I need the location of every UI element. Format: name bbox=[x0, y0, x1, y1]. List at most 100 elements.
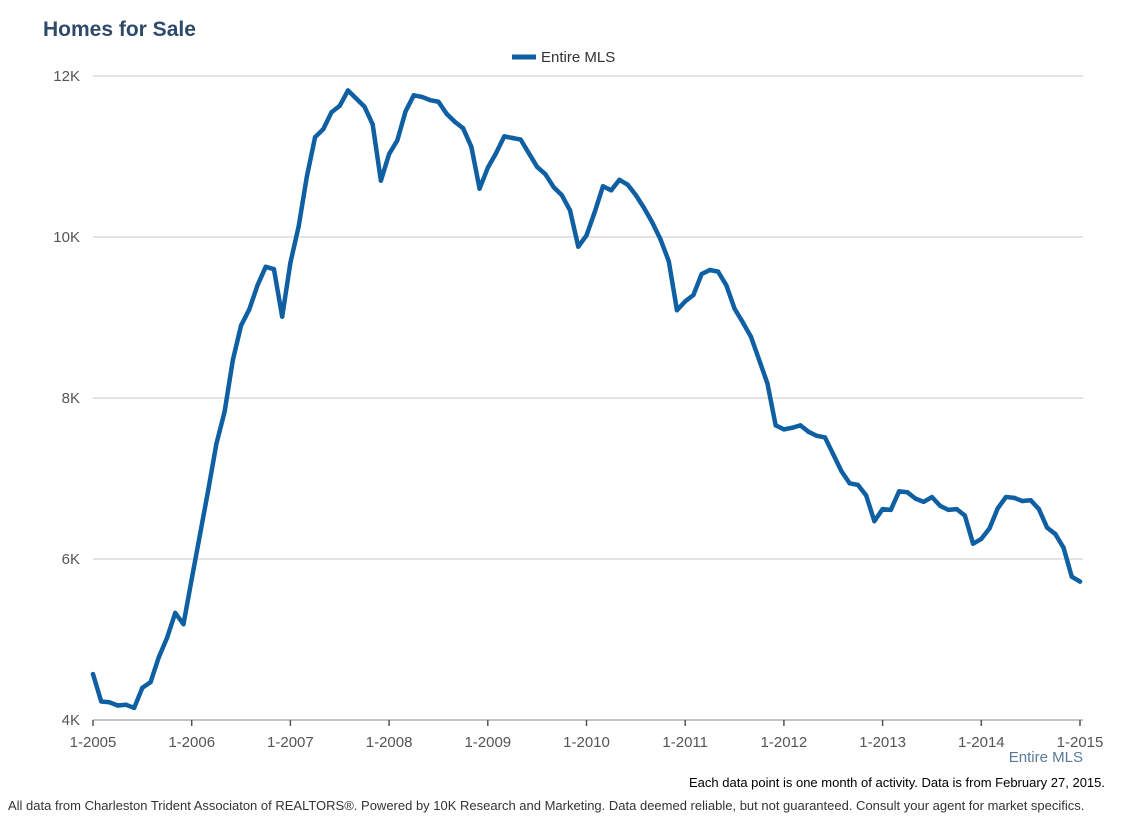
data-point bbox=[337, 103, 342, 108]
data-point bbox=[608, 188, 614, 193]
data-point bbox=[831, 452, 836, 457]
data-point bbox=[954, 506, 959, 512]
data-point bbox=[222, 409, 227, 414]
data-point bbox=[214, 441, 219, 447]
data-point bbox=[732, 306, 737, 311]
data-point bbox=[148, 679, 153, 685]
data-point bbox=[288, 260, 293, 265]
data-point bbox=[740, 320, 745, 325]
x-tick-label: 1-2012 bbox=[761, 734, 808, 751]
data-point bbox=[502, 134, 507, 139]
data-point bbox=[641, 205, 647, 211]
data-point bbox=[140, 685, 145, 690]
x-tick-label: 1-2011 bbox=[662, 734, 708, 751]
data-point bbox=[131, 705, 137, 711]
data-point bbox=[765, 381, 770, 386]
data-point bbox=[1012, 495, 1017, 501]
data-point bbox=[321, 126, 326, 132]
data-point bbox=[436, 99, 441, 104]
data-point bbox=[1036, 506, 1042, 512]
data-point bbox=[189, 576, 194, 582]
data-point bbox=[847, 481, 852, 486]
data-point bbox=[798, 423, 803, 428]
data-point bbox=[164, 635, 170, 641]
x-axis: 1-2005 1-2006 1-2007 1-2008 1-2009 1-2010 1-20… bbox=[70, 719, 1103, 751]
data-point bbox=[238, 323, 244, 328]
data-point bbox=[789, 425, 795, 430]
data-point bbox=[419, 94, 425, 100]
footer-disclaimer: All data from Charleston Trident Associa… bbox=[8, 798, 1085, 813]
data-point bbox=[181, 622, 186, 627]
data-point bbox=[748, 334, 754, 340]
data-point bbox=[156, 655, 161, 660]
data-point bbox=[584, 233, 589, 238]
y-tick-label: 10K bbox=[53, 229, 80, 246]
data-point bbox=[304, 174, 310, 179]
data-point bbox=[872, 518, 877, 524]
data-point bbox=[658, 237, 663, 242]
data-point bbox=[296, 224, 301, 229]
y-tick-label: 6K bbox=[62, 551, 80, 568]
data-point bbox=[666, 258, 671, 264]
data-point bbox=[1077, 579, 1083, 584]
data-point bbox=[1020, 498, 1025, 504]
data-point bbox=[510, 135, 515, 141]
data-point bbox=[345, 88, 351, 93]
data-point bbox=[452, 119, 458, 125]
data-point bbox=[460, 126, 466, 131]
data-point bbox=[279, 314, 285, 319]
data-point bbox=[477, 186, 482, 191]
data-point bbox=[987, 526, 992, 531]
data-point bbox=[263, 264, 268, 269]
data-point bbox=[197, 532, 203, 538]
data-point bbox=[386, 151, 392, 157]
x-tick-label: 1-2009 bbox=[464, 734, 511, 751]
series-label: Entire MLS bbox=[1008, 749, 1083, 766]
data-point bbox=[806, 429, 811, 435]
series-line-entire-mls bbox=[90, 88, 1083, 711]
data-point bbox=[962, 513, 968, 518]
data-point bbox=[428, 97, 433, 103]
data-point bbox=[773, 423, 778, 428]
data-point bbox=[271, 267, 277, 272]
data-point bbox=[896, 489, 902, 494]
data-point bbox=[411, 93, 416, 98]
data-point bbox=[247, 307, 252, 312]
data-point bbox=[567, 208, 573, 213]
data-point bbox=[559, 192, 565, 198]
x-tick-label: 1-2007 bbox=[267, 734, 314, 751]
chart-title: Homes for Sale bbox=[43, 18, 196, 41]
data-point bbox=[822, 435, 828, 440]
data-point bbox=[115, 703, 120, 708]
legend-label: Entire MLS bbox=[541, 49, 615, 66]
data-point bbox=[551, 184, 556, 190]
data-point bbox=[913, 496, 918, 501]
data-point bbox=[905, 489, 910, 495]
y-tick-label: 12K bbox=[53, 68, 80, 85]
data-point bbox=[979, 536, 984, 542]
data-point bbox=[403, 109, 408, 114]
x-tick-label: 1-2008 bbox=[366, 734, 413, 751]
data-point bbox=[839, 469, 844, 474]
x-tick-label: 1-2010 bbox=[563, 734, 610, 751]
data-point bbox=[600, 184, 606, 189]
data-point bbox=[970, 541, 976, 546]
data-point bbox=[444, 111, 449, 117]
data-point bbox=[814, 433, 819, 439]
data-point bbox=[1044, 525, 1050, 530]
data-note: Each data point is one month of activity… bbox=[689, 775, 1105, 790]
data-point bbox=[691, 292, 696, 298]
data-point bbox=[715, 269, 721, 274]
data-point bbox=[543, 172, 548, 177]
data-point bbox=[205, 488, 211, 493]
data-point bbox=[329, 110, 334, 115]
data-point bbox=[888, 507, 894, 513]
y-tick-label: 4K bbox=[62, 712, 80, 729]
data-point bbox=[995, 506, 1000, 511]
x-tick-label: 1-2014 bbox=[958, 734, 1005, 751]
data-point bbox=[724, 283, 729, 288]
data-point bbox=[650, 220, 655, 225]
y-axis: 4K 6K 8K 10K 12K bbox=[53, 68, 80, 729]
data-point bbox=[493, 151, 499, 156]
